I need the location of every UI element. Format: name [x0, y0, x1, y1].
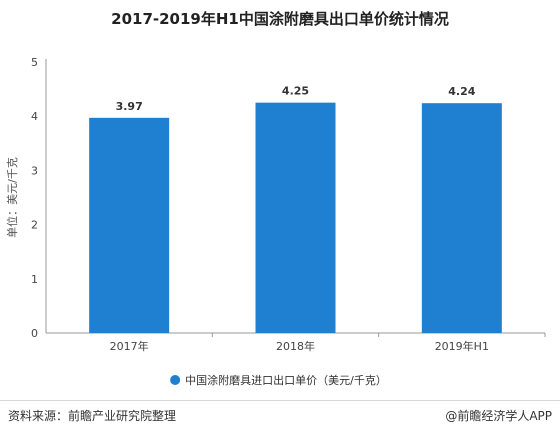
x-tick-label: 2017年	[110, 339, 149, 353]
bar	[421, 103, 502, 333]
y-axis-label-group: 单位：美元/千克	[5, 157, 19, 238]
bar-series: 3.97 4.25 4.24	[89, 85, 502, 334]
y-axis-label: 单位：美元/千克	[5, 157, 19, 238]
x-tick-label: 2018年	[276, 339, 315, 353]
legend-label: 中国涂附磨具进口出口单价（美元/千克）	[185, 373, 387, 387]
y-tick-label: 0	[31, 327, 38, 340]
bar-chart: 0 1 2 3 4 5 2017年 2018年 2019年H1 3.97 4.25 4.24 单位：…	[5, 56, 546, 387]
y-tick-label: 2	[31, 219, 38, 232]
x-tick-label: 2019年H1	[435, 339, 489, 353]
brand-credit: @前瞻经济学人APP	[445, 409, 552, 423]
bar	[89, 117, 170, 334]
y-tick-label: 5	[31, 56, 38, 69]
data-label: 3.97	[116, 100, 143, 113]
y-tick-label: 4	[31, 110, 38, 123]
chart-axes: 0 1 2 3 4 5 2017年 2018年 2019年H1	[31, 56, 546, 353]
legend-marker	[170, 375, 181, 385]
data-label: 4.24	[448, 85, 475, 98]
legend: 中国涂附磨具进口出口单价（美元/千克）	[170, 373, 387, 387]
source-note: 资料来源：前瞻产业研究院整理	[8, 409, 177, 423]
bar	[255, 102, 336, 334]
chart-title: 2017-2019年H1中国涂附磨具出口单价统计情况	[111, 10, 449, 28]
y-tick-label: 3	[31, 164, 38, 177]
footer: 资料来源：前瞻产业研究院整理 @前瞻经济学人APP	[0, 400, 560, 436]
y-tick-label: 1	[31, 273, 38, 286]
data-label: 4.25	[282, 85, 309, 98]
